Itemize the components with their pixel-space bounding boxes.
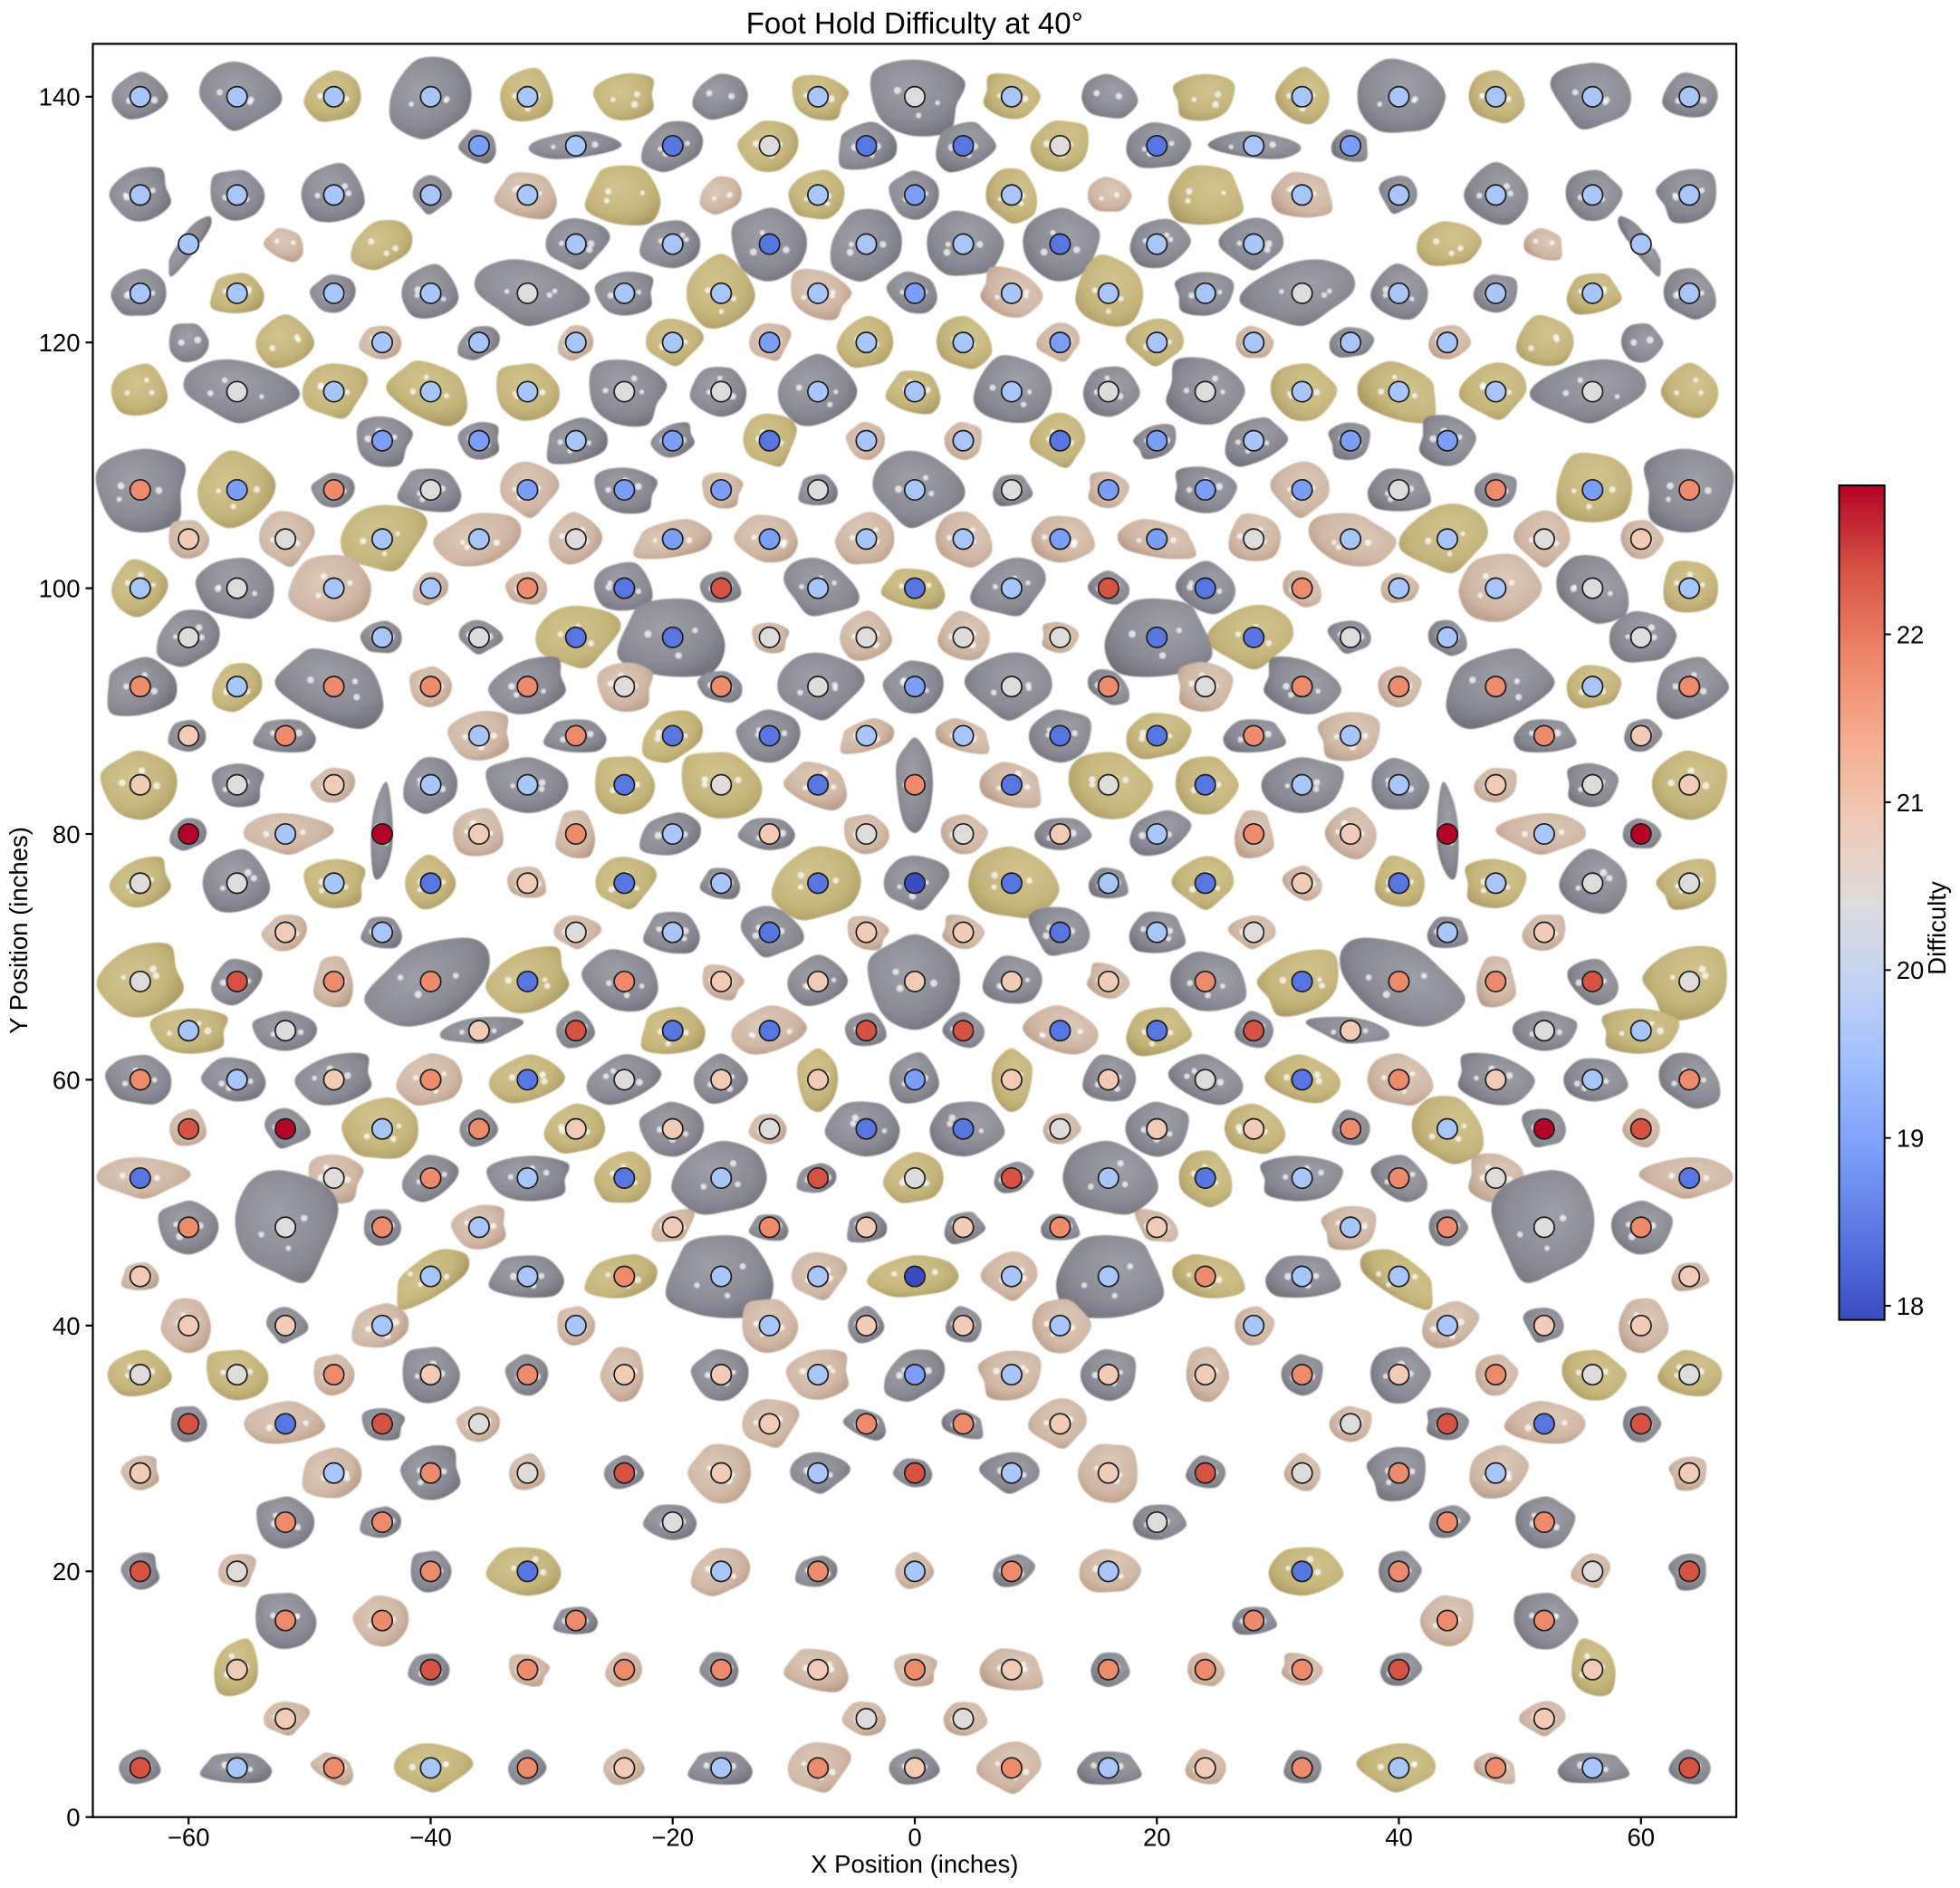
svg-text:−20: −20 bbox=[651, 1824, 694, 1852]
svg-text:−40: −40 bbox=[409, 1824, 452, 1852]
svg-text:80: 80 bbox=[53, 820, 81, 848]
svg-text:18: 18 bbox=[1897, 1292, 1925, 1320]
svg-text:22: 22 bbox=[1897, 620, 1925, 648]
svg-text:Difficulty: Difficulty bbox=[1923, 881, 1951, 975]
svg-text:X Position (inches): X Position (inches) bbox=[811, 1850, 1018, 1878]
svg-text:140: 140 bbox=[39, 83, 81, 111]
svg-text:20: 20 bbox=[1143, 1824, 1171, 1852]
svg-text:0: 0 bbox=[66, 1804, 80, 1832]
svg-text:20: 20 bbox=[1897, 956, 1925, 984]
svg-text:19: 19 bbox=[1897, 1125, 1925, 1153]
svg-text:0: 0 bbox=[908, 1824, 921, 1852]
svg-text:Y Position (inches): Y Position (inches) bbox=[5, 827, 33, 1034]
svg-text:100: 100 bbox=[39, 575, 81, 603]
svg-text:Foot Hold Difficulty at 40°: Foot Hold Difficulty at 40° bbox=[746, 6, 1083, 40]
svg-text:60: 60 bbox=[1628, 1824, 1656, 1852]
svg-text:40: 40 bbox=[1385, 1824, 1413, 1852]
svg-text:21: 21 bbox=[1897, 789, 1925, 817]
svg-text:40: 40 bbox=[53, 1312, 81, 1340]
svg-text:20: 20 bbox=[53, 1557, 81, 1586]
svg-text:−60: −60 bbox=[168, 1824, 210, 1852]
svg-text:60: 60 bbox=[53, 1066, 81, 1094]
svg-text:120: 120 bbox=[39, 329, 81, 357]
